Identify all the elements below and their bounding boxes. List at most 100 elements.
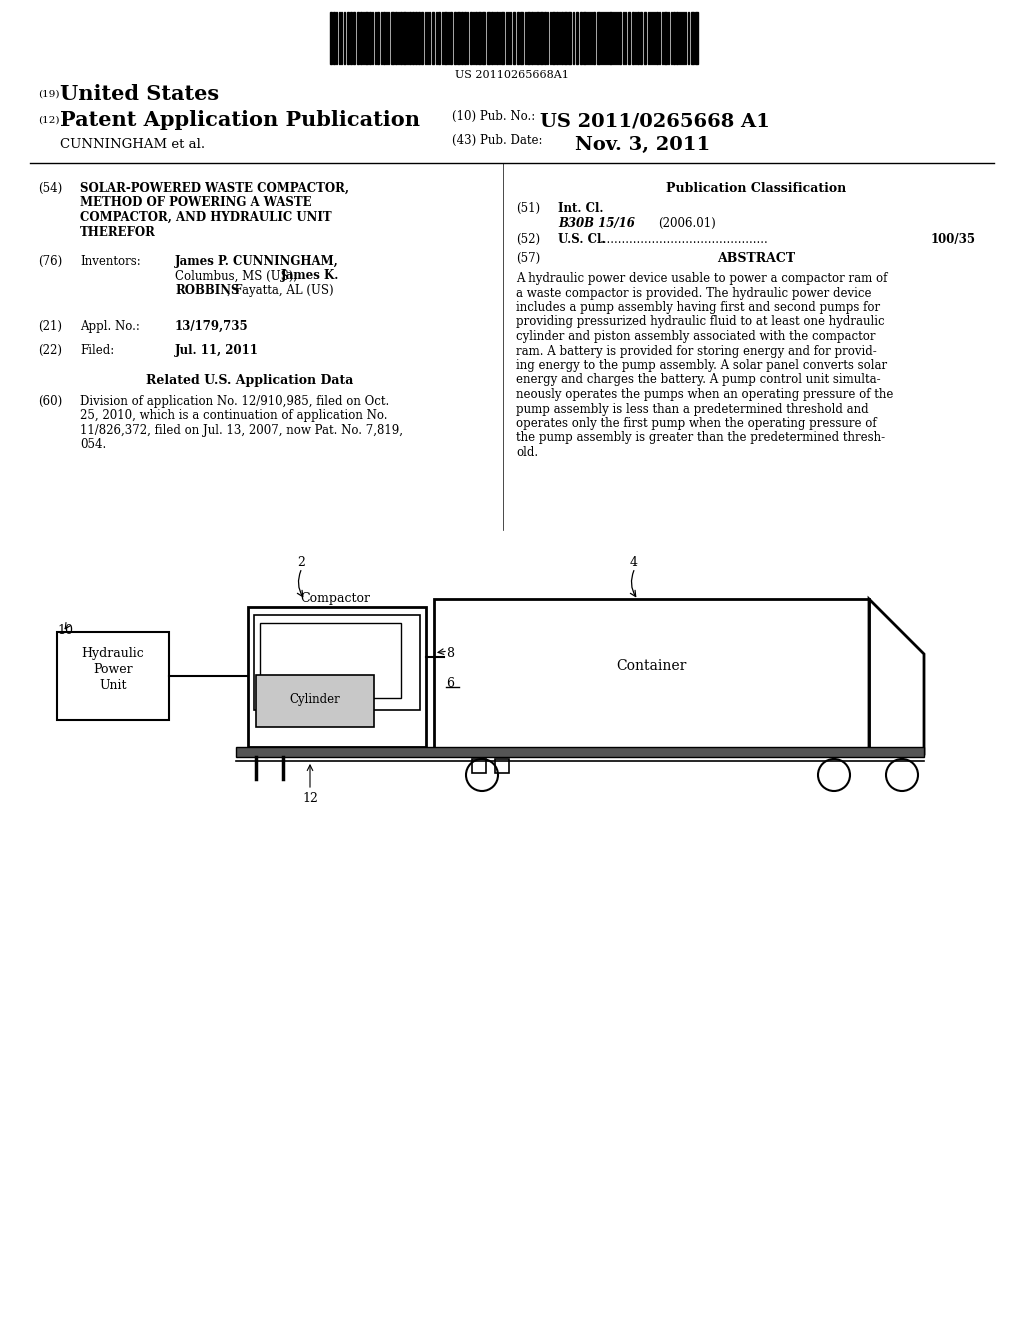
Text: (19): (19) (38, 90, 59, 99)
Text: includes a pump assembly having first and second pumps for: includes a pump assembly having first an… (516, 301, 880, 314)
Text: the pump assembly is greater than the predetermined thresh-: the pump assembly is greater than the pr… (516, 432, 885, 445)
Bar (369, 12, 371, 63)
Bar (432, 12, 434, 63)
Text: energy and charges the battery. A pump control unit simulta-: energy and charges the battery. A pump c… (516, 374, 881, 387)
Text: B30B 15/16: B30B 15/16 (558, 216, 635, 230)
Text: , Fayatta, AL (US): , Fayatta, AL (US) (227, 284, 334, 297)
Text: A hydraulic power device usable to power a compactor ram of: A hydraulic power device usable to power… (516, 272, 888, 285)
Bar (236, 747, 924, 756)
Text: Patent Application Publication: Patent Application Publication (60, 110, 420, 129)
Bar (383, 12, 385, 63)
Text: (76): (76) (38, 255, 62, 268)
Bar (536, 12, 539, 63)
Bar (353, 12, 355, 63)
Bar (434, 599, 869, 754)
Bar (415, 12, 417, 63)
Bar (470, 12, 472, 63)
Bar (656, 12, 658, 63)
Bar (632, 12, 634, 63)
Bar (637, 12, 639, 63)
Text: 2: 2 (297, 556, 305, 569)
Bar (418, 12, 420, 63)
Bar (333, 12, 335, 63)
Bar (564, 12, 567, 63)
Text: CUNNINGHAM et al.: CUNNINGHAM et al. (60, 139, 205, 150)
Text: pump assembly is less than a predetermined threshold and: pump assembly is less than a predetermin… (516, 403, 868, 416)
Bar (593, 12, 595, 63)
Text: Columbus, MS (US);: Columbus, MS (US); (175, 269, 301, 282)
Bar (676, 12, 678, 63)
Text: James P. CUNNINGHAM,: James P. CUNNINGHAM, (175, 255, 339, 268)
Bar (330, 12, 332, 63)
Text: .............................................: ........................................… (600, 234, 769, 246)
Text: James K.: James K. (281, 269, 339, 282)
Text: US 2011/0265668 A1: US 2011/0265668 A1 (540, 112, 770, 129)
Bar (457, 12, 460, 63)
Bar (695, 12, 698, 63)
Bar (597, 12, 600, 63)
Text: Int. Cl.: Int. Cl. (558, 202, 603, 215)
Text: (52): (52) (516, 234, 540, 246)
Text: METHOD OF POWERING A WASTE: METHOD OF POWERING A WASTE (80, 197, 311, 210)
Text: COMPACTOR, AND HYDRAULIC UNIT: COMPACTOR, AND HYDRAULIC UNIT (80, 211, 332, 224)
Bar (552, 12, 555, 63)
Bar (409, 12, 411, 63)
Text: Inventors:: Inventors: (80, 255, 140, 268)
Bar (644, 12, 646, 63)
Bar (464, 12, 466, 63)
Text: 8: 8 (446, 647, 454, 660)
Text: Hydraulic: Hydraulic (82, 647, 144, 660)
Text: a waste compactor is provided. The hydraulic power device: a waste compactor is provided. The hydra… (516, 286, 871, 300)
Text: Unit: Unit (99, 678, 127, 692)
Bar (495, 759, 509, 774)
Bar (556, 12, 558, 63)
Bar (254, 615, 420, 710)
Bar (450, 12, 452, 63)
Bar (496, 12, 498, 63)
Bar (472, 759, 486, 774)
Bar (403, 12, 406, 63)
Text: 4: 4 (630, 556, 638, 569)
Bar (520, 12, 523, 63)
Text: 054.: 054. (80, 438, 106, 451)
Bar (478, 12, 481, 63)
Text: (43) Pub. Date:: (43) Pub. Date: (452, 135, 543, 147)
Text: U.S. Cl.: U.S. Cl. (558, 234, 605, 246)
Text: US 20110265668A1: US 20110265668A1 (455, 70, 569, 81)
Bar (618, 12, 621, 63)
Bar (583, 12, 586, 63)
Bar (357, 12, 359, 63)
Bar (544, 12, 546, 63)
Text: Division of application No. 12/910,985, filed on Oct.: Division of application No. 12/910,985, … (80, 395, 389, 408)
Text: 11/826,372, filed on Jul. 13, 2007, now Pat. No. 7,819,: 11/826,372, filed on Jul. 13, 2007, now … (80, 424, 403, 437)
Bar (640, 12, 642, 63)
Text: ABSTRACT: ABSTRACT (717, 252, 795, 264)
Text: 12: 12 (302, 792, 317, 805)
Text: (51): (51) (516, 202, 540, 215)
Text: old.: old. (516, 446, 539, 459)
Bar (395, 12, 397, 63)
Bar (517, 12, 519, 63)
Bar (248, 607, 426, 747)
Text: neously operates the pumps when an operating pressure of the: neously operates the pumps when an opera… (516, 388, 893, 401)
Bar (691, 12, 694, 63)
Text: (12): (12) (38, 116, 59, 125)
Bar (490, 12, 493, 63)
Text: Power: Power (93, 663, 133, 676)
Bar (260, 623, 401, 698)
Text: (10) Pub. No.:: (10) Pub. No.: (452, 110, 536, 123)
Bar (412, 12, 414, 63)
Bar (487, 12, 490, 63)
Bar (360, 12, 362, 63)
Bar (444, 12, 447, 63)
Text: ing energy to the pump assembly. A solar panel converts solar: ing energy to the pump assembly. A solar… (516, 359, 887, 372)
Text: Nov. 3, 2011: Nov. 3, 2011 (575, 136, 711, 154)
Text: (2006.01): (2006.01) (658, 216, 716, 230)
Text: United States: United States (60, 84, 219, 104)
Text: (21): (21) (38, 319, 62, 333)
Text: 13/179,735: 13/179,735 (175, 319, 249, 333)
Text: Filed:: Filed: (80, 345, 115, 356)
Text: 6: 6 (446, 677, 454, 690)
Bar (531, 12, 534, 63)
Text: (22): (22) (38, 345, 62, 356)
